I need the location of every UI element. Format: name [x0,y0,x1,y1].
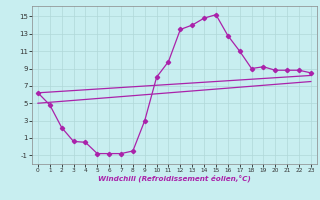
X-axis label: Windchill (Refroidissement éolien,°C): Windchill (Refroidissement éolien,°C) [98,175,251,182]
